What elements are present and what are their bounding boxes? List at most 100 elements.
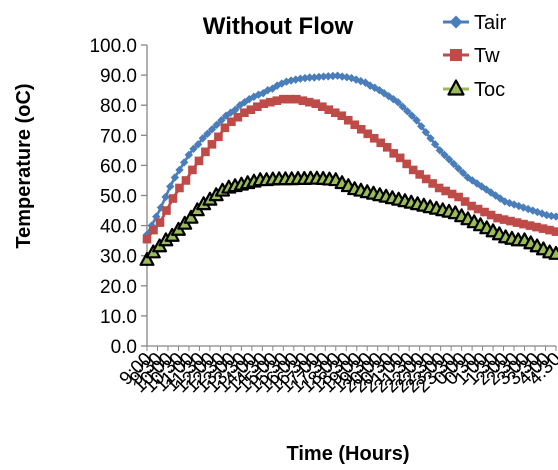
data-point xyxy=(434,183,444,193)
data-point xyxy=(139,251,155,266)
data-point xyxy=(538,224,548,233)
data-point xyxy=(319,72,328,81)
data-point xyxy=(324,72,333,81)
data-point xyxy=(551,212,558,221)
data-point xyxy=(415,170,424,179)
y-tick-label: 10.0 xyxy=(100,307,137,328)
data-point xyxy=(220,123,230,133)
legend: Tair Tw Toc xyxy=(443,12,507,101)
data-point xyxy=(201,147,210,157)
data-point xyxy=(458,168,468,178)
data-point xyxy=(412,116,421,125)
data-point xyxy=(545,225,554,235)
data-point xyxy=(233,112,243,122)
data-point xyxy=(253,102,262,112)
y-tick-label: 40.0 xyxy=(100,217,137,238)
data-point xyxy=(188,165,197,175)
data-point xyxy=(193,140,203,149)
data-point xyxy=(203,129,212,138)
data-point xyxy=(435,146,445,155)
data-point xyxy=(499,215,509,224)
data-point xyxy=(509,200,519,209)
data-point xyxy=(149,225,158,235)
y-tick-label: 20.0 xyxy=(100,277,137,298)
data-point xyxy=(231,105,240,114)
data-point xyxy=(175,183,184,193)
data-point xyxy=(486,210,496,220)
data-point xyxy=(207,125,217,134)
data-point xyxy=(175,165,184,175)
legend-label: Toc xyxy=(474,79,505,101)
data-point xyxy=(389,149,398,158)
data-point xyxy=(305,97,314,107)
data-point xyxy=(179,158,189,167)
legend-marker xyxy=(450,49,462,61)
data-point xyxy=(305,73,314,82)
legend-marker xyxy=(447,79,465,96)
data-point xyxy=(398,102,407,111)
data-point xyxy=(532,222,541,232)
series-toc xyxy=(139,170,558,266)
y-tick-label: 80.0 xyxy=(100,96,137,117)
y-tick-label: 70.0 xyxy=(100,126,137,147)
y-tick-label: 60.0 xyxy=(100,156,137,177)
data-point xyxy=(519,203,528,212)
data-point xyxy=(542,210,551,220)
data-point xyxy=(350,120,360,130)
data-point xyxy=(512,218,522,227)
data-point xyxy=(449,159,458,169)
data-point xyxy=(454,192,463,202)
data-point xyxy=(407,111,417,120)
data-point xyxy=(194,156,204,166)
data-point xyxy=(408,165,418,175)
legend-item-toc: Toc xyxy=(443,79,505,101)
data-point xyxy=(369,134,379,143)
data-point xyxy=(279,94,288,104)
data-point xyxy=(525,221,535,230)
y-tick-label: 0.0 xyxy=(111,337,137,358)
data-point xyxy=(246,105,256,115)
x-axis: 9:009:3010:0010:3011:0011:3012:0012:3013… xyxy=(116,345,558,397)
data-point xyxy=(217,116,226,125)
data-point xyxy=(460,197,470,206)
data-point xyxy=(551,227,558,236)
y-tick-label: 30.0 xyxy=(100,247,137,268)
y-tick-label: 90.0 xyxy=(100,66,137,87)
data-point xyxy=(467,201,476,211)
x-axis-title: Time (Hours) xyxy=(287,443,410,465)
y-axis: 0.0 10.0 20.0 30.0 40.0 50.0 60.0 70.0 80.0 90.0 1… xyxy=(89,36,148,358)
data-point xyxy=(356,124,366,134)
data-point xyxy=(263,85,273,95)
data-point xyxy=(198,134,207,143)
data-point xyxy=(463,173,472,182)
legend-marker xyxy=(449,15,463,29)
data-point xyxy=(207,140,217,149)
data-point xyxy=(170,173,180,182)
data-point xyxy=(214,132,223,142)
data-point xyxy=(330,108,340,118)
data-point xyxy=(168,194,178,203)
data-point xyxy=(477,182,486,191)
data-point xyxy=(184,150,194,160)
data-point xyxy=(421,174,431,184)
data-point xyxy=(337,111,347,121)
data-point xyxy=(441,186,450,196)
data-point xyxy=(272,96,282,105)
data-point xyxy=(292,94,301,104)
series-layer xyxy=(139,71,558,266)
data-point xyxy=(240,108,249,118)
data-point xyxy=(426,134,435,143)
legend-item-tw: Tw xyxy=(443,45,500,67)
legend-item-tair: Tair xyxy=(443,12,507,34)
data-point xyxy=(142,234,152,244)
data-point xyxy=(212,120,221,129)
y-axis-title: Temperature (oC) xyxy=(13,83,35,248)
data-point xyxy=(493,213,502,223)
data-point xyxy=(254,90,263,99)
data-point xyxy=(161,192,170,202)
data-point xyxy=(417,122,426,131)
y-tick-label: 50.0 xyxy=(100,187,137,208)
data-point xyxy=(473,204,483,214)
data-point xyxy=(314,72,324,82)
